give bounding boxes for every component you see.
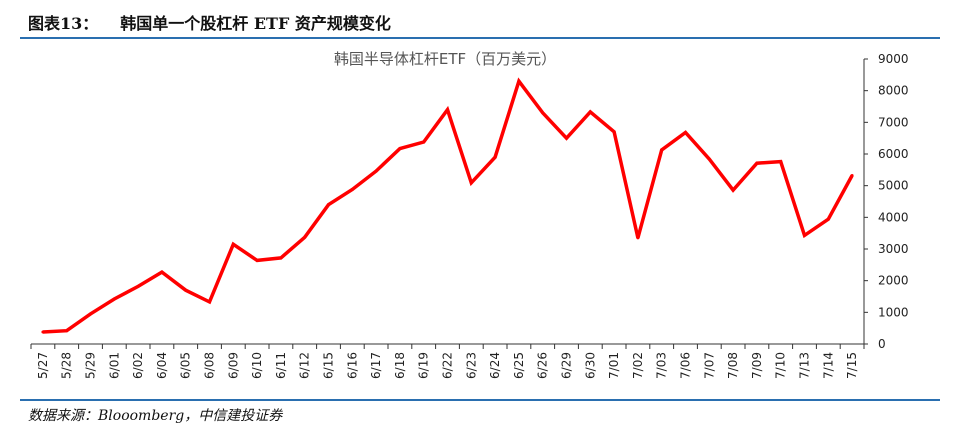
x-tick-label: 6/26 [536, 352, 550, 379]
y-tick-label: 3000 [878, 242, 909, 256]
axes [30, 58, 868, 349]
data-point [65, 329, 69, 333]
x-tick-label: 6/15 [322, 352, 336, 379]
data-point [327, 203, 330, 207]
data-point [41, 330, 45, 334]
data-point [850, 174, 854, 178]
line-chart: 韩国半导体杠杆ETF（百万美元） 5/27 5/28 5/29 6/01 6/02 6/0… [30, 50, 909, 379]
x-tick-label: 6/12 [298, 352, 312, 379]
data-point [731, 188, 735, 192]
y-tick-label: 9000 [878, 52, 909, 66]
y-tick-label: 4000 [878, 210, 909, 224]
top-divider [20, 37, 940, 39]
x-tick-label: 6/11 [274, 352, 288, 379]
data-point [89, 312, 92, 316]
data-point [707, 157, 711, 161]
data-point [517, 79, 521, 83]
x-tick-label: 7/09 [750, 352, 764, 379]
bottom-divider [20, 399, 940, 401]
data-point [184, 288, 188, 292]
y-tick-labels: 0 1000 2000 3000 4000 5000 6000 7000 8000 9000 [878, 52, 909, 351]
data-point [803, 233, 806, 237]
x-tick-label: 6/16 [345, 352, 359, 379]
x-tick-label: 7/06 [679, 352, 693, 379]
x-tick-label: 6/25 [512, 352, 526, 379]
data-point [588, 110, 592, 114]
data-point [779, 160, 783, 164]
x-tick-label: 6/30 [583, 352, 597, 379]
x-tick-label: 6/29 [560, 352, 574, 379]
y-tick-label: 5000 [878, 179, 909, 193]
y-tick-label: 0 [878, 337, 886, 351]
data-point [160, 270, 164, 274]
data-point [684, 130, 687, 134]
data-point [469, 181, 473, 185]
x-tick-label: 7/03 [655, 352, 669, 379]
x-tick-label: 6/08 [203, 352, 217, 379]
x-tick-label: 5/29 [84, 352, 98, 379]
data-point [422, 140, 426, 144]
data-point [446, 108, 449, 112]
x-tick-label: 7/08 [726, 352, 740, 379]
data-point [826, 217, 830, 221]
x-tick-label: 6/22 [441, 352, 455, 379]
data-point [279, 256, 283, 260]
x-tick-label: 5/27 [36, 352, 50, 379]
x-tick-label: 7/14 [821, 352, 835, 379]
x-tick-label: 6/05 [179, 352, 193, 379]
data-point [565, 136, 568, 140]
data-point [303, 235, 307, 239]
x-tick-label: 7/07 [702, 352, 716, 379]
data-point [541, 111, 545, 115]
data-point [612, 130, 616, 134]
data-point [112, 297, 116, 301]
x-tick-label: 7/13 [798, 352, 812, 379]
x-tick-label: 6/04 [155, 352, 169, 379]
data-point [755, 161, 759, 165]
data-point [636, 236, 640, 240]
figure-header: 图表13： 韩国单一个股杠杆 ETF 资产规模变化 [28, 8, 940, 38]
x-tick-label: 6/18 [393, 352, 407, 379]
data-point [398, 147, 402, 151]
series-line [42, 77, 854, 334]
source-note: 数据来源：Blooomberg，中信建投证券 [28, 408, 283, 424]
y-tick-label: 7000 [878, 115, 909, 129]
y-tick-label: 6000 [878, 147, 909, 161]
data-point [493, 155, 497, 159]
x-tick-label: 7/10 [774, 352, 788, 379]
series-layer [41, 77, 854, 334]
y-tick-label: 2000 [878, 274, 909, 288]
data-point [231, 242, 235, 246]
x-tick-label: 6/24 [488, 352, 502, 379]
x-tick-label: 6/01 [107, 352, 121, 379]
data-point [136, 284, 140, 288]
x-tick-label: 7/01 [607, 352, 621, 379]
x-tick-label: 6/17 [369, 352, 383, 379]
data-point [208, 300, 211, 304]
x-tick-label: 7/02 [631, 352, 645, 379]
x-tick-label: 7/15 [845, 352, 859, 379]
x-tick-label: 6/23 [464, 352, 478, 379]
data-point [255, 258, 259, 262]
x-tick-label: 6/19 [417, 352, 431, 379]
x-tick-labels: 5/27 5/28 5/29 6/01 6/02 6/04 6/05 6/08 6/09 6/10… [36, 352, 859, 379]
x-tick-label: 6/10 [250, 352, 264, 379]
x-tick-label: 5/28 [60, 352, 74, 379]
figure-title: 图表13： 韩国单一个股杠杆 ETF 资产规模变化 [28, 10, 391, 34]
figure-label: 图表13： [28, 14, 99, 33]
data-point [660, 148, 664, 152]
data-point [374, 169, 378, 173]
y-tick-label: 1000 [878, 305, 909, 319]
x-tick-label: 6/09 [226, 352, 240, 379]
chart-title: 韩国半导体杠杆ETF（百万美元） [334, 50, 556, 68]
x-tick-label: 6/02 [131, 352, 145, 379]
figure-title-text: 韩国单一个股杠杆 ETF 资产规模变化 [120, 14, 391, 33]
data-point [350, 187, 354, 191]
y-tick-label: 8000 [878, 84, 909, 98]
